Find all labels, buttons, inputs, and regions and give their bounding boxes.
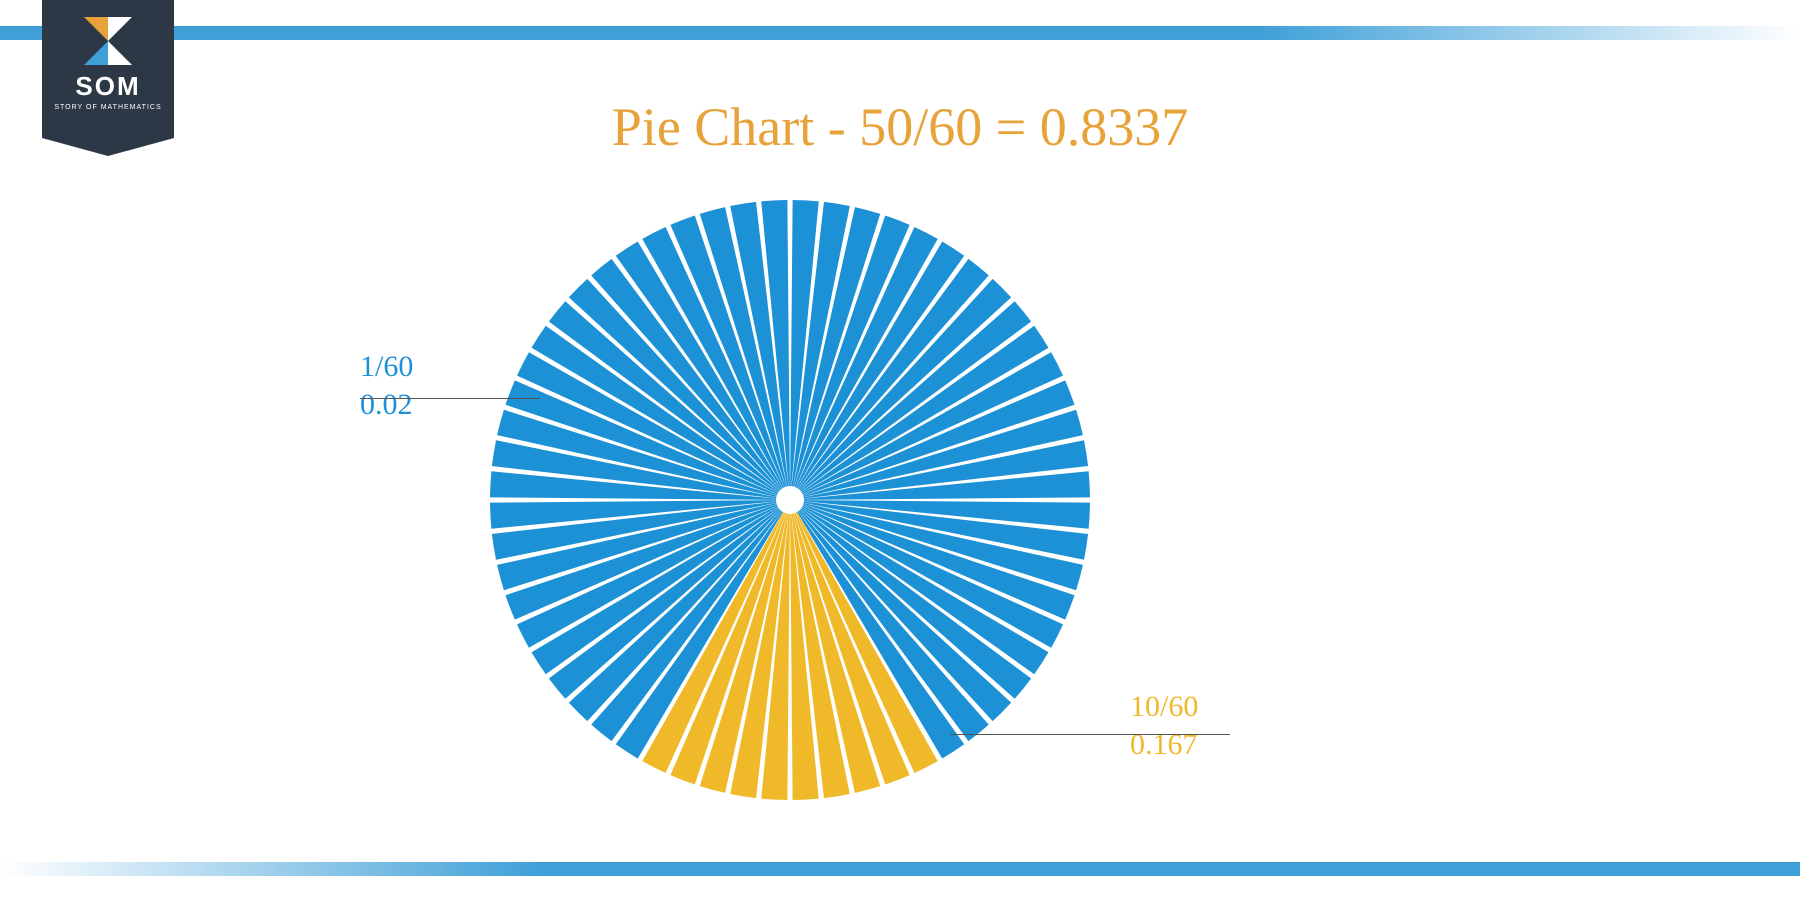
callout-right: 10/60 0.167 [1130, 690, 1198, 762]
callout-left-fraction: 1/60 [360, 350, 413, 384]
logo-mark-icon [84, 17, 132, 65]
bottom-border [0, 862, 1800, 876]
callout-left-line [360, 398, 540, 399]
callout-right-fraction: 10/60 [1130, 690, 1198, 724]
callout-right-line [950, 734, 1230, 735]
chart-title: Pie Chart - 50/60 = 0.8337 [0, 96, 1800, 158]
callout-left: 1/60 0.02 [360, 350, 413, 422]
callout-left-decimal: 0.02 [360, 388, 413, 422]
pie-chart [480, 190, 1100, 810]
top-border [0, 26, 1800, 40]
